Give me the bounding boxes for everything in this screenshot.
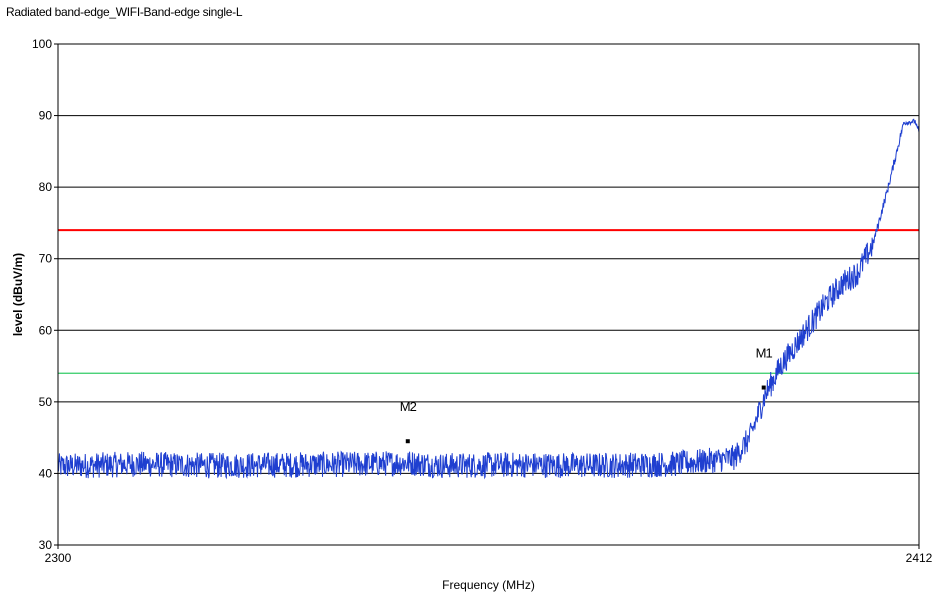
marker-point [761,385,766,390]
y-tick-label: 80 [39,180,53,194]
y-tick-label: 60 [39,323,53,337]
chart-title: Radiated band-edge_WIFI-Band-edge single… [6,5,243,19]
y-tick-label: 90 [39,109,53,123]
y-axis-label: level (dBuV/m) [11,253,25,336]
plot-frame [57,43,920,546]
x-tick-label: 2300 [45,551,72,565]
y-tick-label: 50 [39,395,53,409]
x-tick-label: 2412 [906,551,933,565]
y-tick-label: 100 [32,37,52,51]
marker-label: M2 [400,399,417,414]
marker-point [405,439,410,444]
grid-layer [58,115,919,474]
x-axis-label: Frequency (MHz) [442,578,535,592]
y-tick-label: 40 [39,466,53,480]
y-tick-label: 30 [39,538,53,552]
tick-layer: 30 40 50 60 70 80 90 100 2300 2412 [32,37,933,565]
marker-layer: M1 M2 [400,346,774,444]
y-tick-label: 70 [39,252,53,266]
series-layer [57,118,920,480]
marker-label: M1 [756,346,773,361]
series-line [57,118,920,480]
